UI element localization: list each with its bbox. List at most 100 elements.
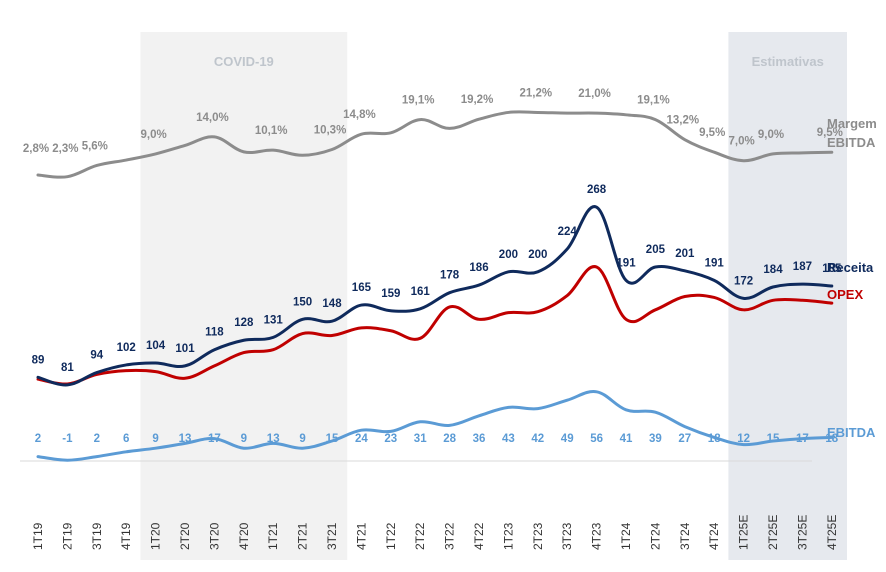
ebitda-data-label: 12 [737,433,750,445]
x-tick-label: 2T25E [766,515,780,550]
ebitda-data-label: 6 [123,433,129,445]
x-tick-label: 3T25E [795,515,809,550]
x-tick-label: 3T23 [560,522,574,550]
shaded-bands: COVID-19 Estimativas [140,32,847,560]
receita-data-label: 178 [440,270,460,282]
line-ebitda [36,390,834,462]
receita-data-label: 150 [293,296,312,308]
x-tick-label: 2T23 [531,522,545,550]
receita-data-label: 148 [322,298,342,310]
ebitda-data-label: 36 [473,433,486,445]
ebitda-data-label: 13 [267,433,280,445]
receita-data-label: 187 [793,261,812,273]
receita-data-label: 161 [411,286,431,298]
x-tick-label: 1T21 [266,522,280,550]
receita-data-label: 200 [499,249,518,261]
x-tick-label: 3T22 [443,522,457,550]
ebitda-data-label: 2 [94,433,100,445]
receita-data-label: 128 [234,317,254,329]
ebitda-data-label: 43 [502,433,515,445]
margem-data-label: 2,3% [52,143,78,155]
receita-data-label: 185 [822,263,842,275]
ebitda-data-label: 18 [708,433,721,445]
ebitda-data-label: 9 [152,433,158,445]
receita-data-label: 94 [90,350,103,362]
x-tick-label: 3T19 [90,522,104,550]
receita-data-label: 89 [32,354,45,366]
x-tick-labels: 1T19 2T19 3T19 4T19 1T20 2T20 3T20 4T20 1T21 2T21… [31,515,839,550]
receita-data-label: 172 [734,275,753,287]
receita-data-label: 131 [264,314,284,326]
x-tick-label: 2T24 [648,522,662,550]
x-tick-label: 1T25E [737,515,751,550]
margem-data-label: 5,6% [82,140,108,152]
band-estimativas [728,32,847,560]
receita-data-label: 118 [205,327,224,339]
band-covid [140,32,348,560]
margem-data-label: 10,3% [314,125,347,137]
band-label: COVID-19 [214,54,274,69]
x-tick-label: 4T20 [237,522,251,550]
receita-data-label: 205 [646,244,666,256]
legend-ebitda: EBITDA [827,425,876,440]
x-tick-label: 3T21 [325,522,339,550]
margem-data-label: 19,1% [402,95,435,107]
x-tick-label: 1T23 [501,522,515,550]
x-tick-label: 4T19 [119,522,133,550]
ebitda-data-label: 39 [649,433,662,445]
receita-data-label: 104 [146,340,166,352]
ebitda-data-label: 15 [326,433,339,445]
receita-data-label: 102 [117,342,136,354]
ebitda-data-label: 28 [443,433,456,445]
receita-data-label: 81 [61,362,74,374]
ebitda-data-label: 56 [590,433,603,445]
ebitda-data-label: 15 [767,433,780,445]
x-tick-label: 1T24 [619,522,633,550]
x-tick-label: 4T21 [354,522,368,550]
ebitda-data-label: 2 [35,433,41,445]
receita-data-label: 101 [175,343,195,355]
receita-data-label: 191 [705,257,725,269]
x-tick-label: 2T21 [296,522,310,550]
ebitda-data-label: 9 [241,433,247,445]
margem-data-label: 2,8% [23,143,49,155]
margem-data-label: 7,0% [728,136,754,148]
line-opex [36,265,834,386]
band-label: Estimativas [752,54,824,69]
ebitda-data-label: 18 [825,433,838,445]
margem-data-label: 14,0% [196,112,229,124]
receita-data-label: 165 [352,282,372,294]
x-tick-label: 4T23 [590,522,604,550]
x-tick-label: 2T20 [178,522,192,550]
ebitda-data-label: 42 [531,433,544,445]
ebitda-data-label: 9 [299,433,305,445]
ebitda-data-label: 13 [179,433,192,445]
margem-data-label: 9,0% [758,129,784,141]
legend: Margem EBITDA Receita OPEX EBITDA [827,116,877,440]
ebitda-data-label: 27 [678,433,691,445]
receita-data-label: 224 [558,226,578,238]
x-tick-label: 3T20 [207,522,221,550]
receita-data-label: 268 [587,184,607,196]
line-receita [36,205,834,387]
receita-data-label: 200 [528,249,547,261]
ebitda-data-label: 24 [355,433,368,445]
receita-data-label: 159 [381,288,400,300]
margem-data-label: 9,5% [699,127,725,139]
series-lines [36,110,834,462]
x-tick-label: 1T22 [384,522,398,550]
x-tick-label: 3T24 [678,522,692,550]
ebitda-data-label: 49 [561,433,574,445]
margem-data-label: 19,1% [637,95,670,107]
margem-data-label: 9,5% [817,127,843,139]
margem-data-label: 19,2% [461,94,494,106]
margem-data-label: 9,0% [140,129,166,141]
ebitda-data-label: 41 [620,433,633,445]
ebitda-data-label: 17 [796,433,809,445]
ebitda-data-label: 23 [384,433,397,445]
receita-data-label: 184 [763,264,783,276]
receita-data-label: 191 [616,257,636,269]
margem-data-label: 13,2% [666,115,699,127]
